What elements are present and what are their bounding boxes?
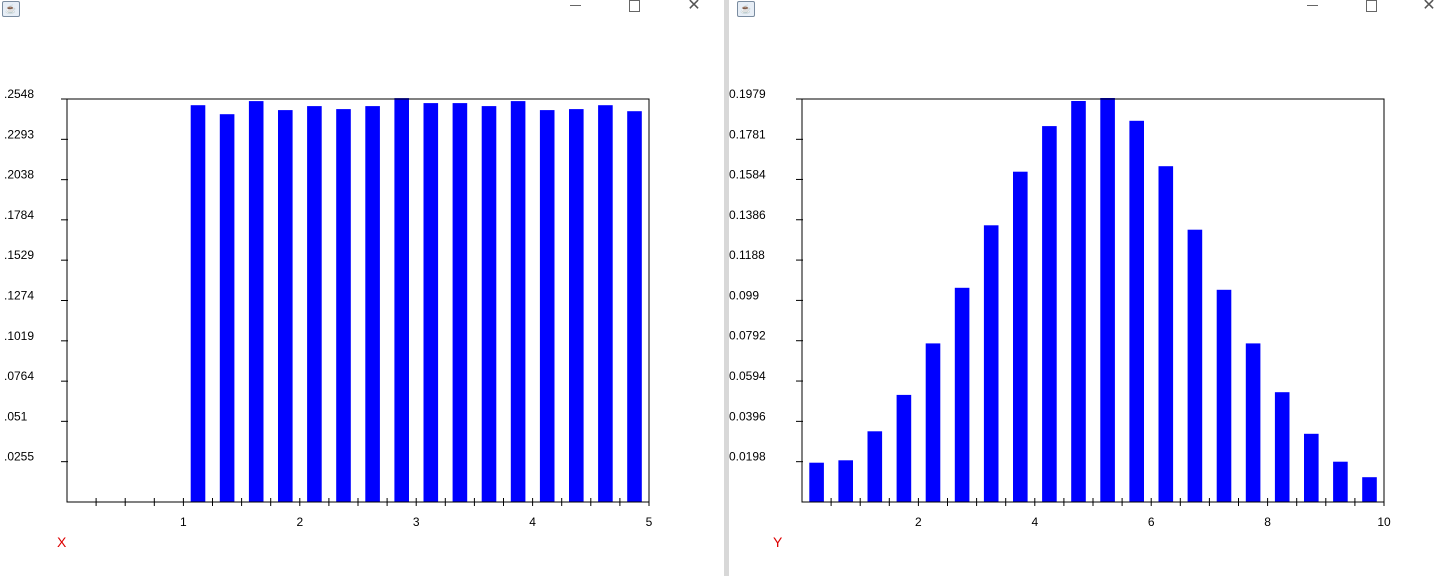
bar <box>1100 98 1115 502</box>
plot-frame <box>801 98 1385 503</box>
x-axis-label: X <box>57 534 67 550</box>
x-tick-label: 2 <box>296 515 303 529</box>
bar <box>1245 343 1261 502</box>
x-tick-label: 3 <box>413 515 420 529</box>
bar <box>1362 477 1377 502</box>
x-tick-label: 10 <box>1377 515 1391 529</box>
y-tick-label: .0255 <box>4 450 34 464</box>
left-chart-window: ☕ ✕ .0255 .051 .0764 .1019 .1274 .1529 .1784 .2… <box>2 0 701 550</box>
bar <box>394 98 409 502</box>
y-tick-label: 0.099 <box>729 288 759 302</box>
bar <box>248 101 264 502</box>
bar <box>190 105 206 502</box>
y-tick-label: 0.0792 <box>729 329 766 343</box>
y-tick-label: .1784 <box>4 208 34 222</box>
bar <box>1274 392 1290 502</box>
bar <box>510 101 526 502</box>
x-tick-label: 6 <box>1148 515 1155 529</box>
y-tick-label: 0.1584 <box>729 167 766 181</box>
bar <box>809 462 824 502</box>
minimize-icon[interactable] <box>566 0 586 14</box>
bar <box>896 394 912 502</box>
bar <box>452 103 468 502</box>
bar <box>307 106 322 502</box>
x-axis-label: Y <box>773 534 783 550</box>
bar <box>336 109 351 502</box>
bar <box>838 460 853 502</box>
window-divider <box>724 0 729 576</box>
close-icon[interactable]: ✕ <box>1422 0 1436 14</box>
y-tick-label: .1019 <box>4 329 34 343</box>
y-tick-label: .1529 <box>4 248 34 262</box>
plot-frame <box>66 98 650 503</box>
y-tick-label: 0.0396 <box>729 409 766 423</box>
bar <box>219 114 235 502</box>
right-histogram-chart: 0.0198 0.0396 0.0594 0.0792 0.099 0.1188 0.138… <box>729 87 1391 550</box>
y-tick-label: 0.0198 <box>729 450 766 464</box>
y-tick-label: 0.1386 <box>729 208 766 222</box>
bar <box>1129 120 1144 503</box>
java-icon[interactable]: ☕ <box>737 1 755 17</box>
bar <box>1013 171 1028 502</box>
y-tick-label: .0764 <box>4 369 34 383</box>
bar <box>1042 126 1057 502</box>
bar <box>954 287 970 502</box>
bar <box>598 105 613 502</box>
y-tick-label: 0.1979 <box>729 87 766 101</box>
bar <box>1158 166 1174 502</box>
y-tick-label: .1274 <box>4 289 34 303</box>
y-tick-label: 0.1781 <box>729 127 766 141</box>
bar <box>365 106 380 502</box>
x-tick-label: 4 <box>529 515 536 529</box>
bar <box>1333 461 1348 502</box>
maximize-icon[interactable] <box>624 0 644 14</box>
minimize-icon[interactable] <box>1303 0 1323 14</box>
bar <box>1216 289 1232 502</box>
bar <box>481 106 497 502</box>
maximize-icon[interactable] <box>1361 0 1381 14</box>
bar <box>925 343 941 502</box>
bar <box>569 109 584 502</box>
x-tick-label: 5 <box>646 515 653 529</box>
y-tick-label: .2548 <box>4 87 34 101</box>
y-tick-label: 0.0594 <box>729 369 766 383</box>
y-tick-label: .051 <box>4 409 28 423</box>
bar <box>627 111 642 502</box>
x-tick-label: 4 <box>1031 515 1038 529</box>
x-tick-label: 1 <box>180 515 187 529</box>
bar <box>1071 101 1086 502</box>
left-histogram-chart: .0255 .051 .0764 .1019 .1274 .1529 .1784 .2038.… <box>4 87 653 550</box>
bar <box>1304 433 1319 502</box>
x-tick-label: 8 <box>1264 515 1271 529</box>
java-icon[interactable]: ☕ <box>2 1 20 17</box>
y-tick-label: 0.1188 <box>729 248 765 262</box>
bar <box>423 103 439 502</box>
y-tick-label: .2038 <box>4 168 34 182</box>
right-chart-window: ☕ ✕ 0.0198 0.0396 0.0594 0.0792 0.099 0.1188 0… <box>729 0 1438 576</box>
bar <box>539 110 555 502</box>
bar <box>1187 229 1203 502</box>
bar <box>867 431 883 502</box>
x-tick-label: 2 <box>915 515 922 529</box>
close-icon[interactable]: ✕ <box>687 0 701 14</box>
bar <box>983 225 999 503</box>
y-tick-label: .2293 <box>4 127 34 141</box>
bar <box>278 110 293 502</box>
